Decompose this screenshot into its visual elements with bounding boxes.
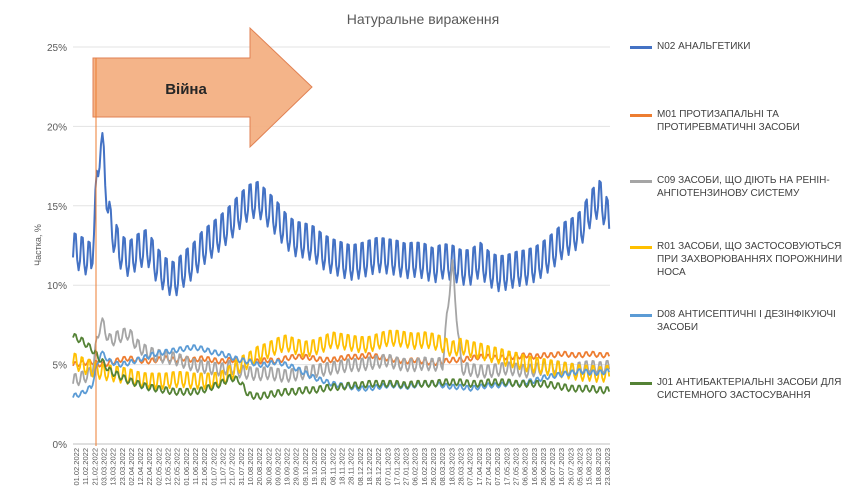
legend-label-n02: N02 АНАЛЬГЕТИКИ	[657, 41, 751, 52]
x-tick-label: 30.08.2022	[264, 448, 273, 486]
legend-label-r01: R01 ЗАСОБИ, ЩО ЗАСТОСОВУЮТЬСЯ ПРИ ЗАХВОР…	[657, 241, 843, 278]
x-tick-label: 22.04.2022	[145, 448, 154, 486]
y-tick-label: 15%	[47, 202, 67, 213]
x-tick-label: 07.04.2023	[466, 448, 475, 486]
x-tick-label: 18.03.2023	[447, 448, 456, 486]
x-tick-label: 23.03.2022	[118, 448, 127, 486]
x-tick-labels: 01.02.2022 11.02.2022 21.02.2022 03.03.2022…	[72, 448, 612, 486]
x-tick-label: 02.05.2022	[154, 448, 163, 486]
series-line	[72, 259, 611, 387]
y-tick-labels: 0% 5% 10% 15% 20% 25%	[47, 43, 67, 451]
x-tick-label: 12.05.2022	[164, 448, 173, 486]
legend-label-j01: J01 АНТИБАКТЕРІАЛЬНІ ЗАСОБИ ДЛЯ СИСТЕМНО…	[657, 377, 842, 401]
legend-swatch-n02	[630, 46, 652, 49]
x-tick-label: 19.09.2022	[283, 448, 292, 486]
x-tick-label: 21.07.2022	[228, 448, 237, 486]
x-tick-label: 08.12.2022	[356, 448, 365, 486]
x-tick-label: 03.03.2022	[99, 448, 108, 486]
x-tick-label: 10.08.2022	[246, 448, 255, 486]
war-annotation: Війна	[92, 26, 313, 446]
legend-swatch-m01	[630, 114, 652, 117]
y-tick-label: 25%	[47, 43, 67, 54]
x-tick-label: 23.08.2023	[603, 448, 612, 486]
x-tick-label: 09.09.2022	[273, 448, 282, 486]
x-tick-label: 17.05.2023	[502, 448, 511, 486]
x-tick-label: 06.07.2023	[548, 448, 557, 486]
x-tick-label: 27.01.2023	[402, 448, 411, 486]
series-line	[72, 333, 611, 401]
x-tick-label: 16.06.2023	[530, 448, 539, 486]
x-tick-label: 08.03.2023	[438, 448, 447, 486]
x-tick-label: 16.07.2023	[557, 448, 566, 486]
x-tick-label: 12.04.2022	[136, 448, 145, 486]
x-tick-label: 26.07.2023	[566, 448, 575, 486]
series-line	[72, 132, 611, 297]
x-tick-label: 19.10.2022	[310, 448, 319, 486]
legend-label-c09: C09 ЗАСОБИ, ЩО ДІЮТЬ НА РЕНІН-АНГІОТЕНЗИ…	[657, 175, 830, 199]
y-tick-label: 20%	[47, 122, 67, 133]
x-tick-label: 18.11.2022	[338, 448, 347, 485]
y-axis-label: Частка, %	[33, 224, 43, 266]
x-tick-label: 11.07.2022	[218, 448, 227, 485]
x-tick-label: 01.02.2022	[72, 448, 81, 486]
x-tick-label: 27.04.2023	[484, 448, 493, 486]
x-tick-label: 21.02.2022	[90, 448, 99, 486]
x-tick-label: 16.02.2023	[420, 448, 429, 486]
x-tick-label: 05.08.2023	[576, 448, 585, 486]
x-tick-label: 29.10.2022	[319, 448, 328, 486]
series-lines	[72, 132, 611, 401]
war-label: Війна	[165, 81, 207, 98]
x-tick-label: 28.12.2022	[374, 448, 383, 486]
x-tick-label: 31.07.2022	[237, 448, 246, 486]
x-tick-label: 07.01.2023	[383, 448, 392, 486]
y-tick-label: 0%	[53, 440, 68, 451]
x-tick-label: 26.02.2023	[429, 448, 438, 486]
chart-title: Натуральне вираження	[347, 11, 499, 27]
x-tick-label: 11.06.2022	[191, 448, 200, 485]
legend-swatch-c09	[630, 180, 652, 183]
x-tick-label: 18.08.2023	[594, 448, 603, 486]
legend-label-m01: M01 ПРОТИЗАПАЛЬНІ ТА ПРОТИРЕВМАТИЧНІ ЗАС…	[657, 109, 800, 133]
x-tick-label: 28.11.2022	[347, 448, 356, 485]
y-tick-label: 5%	[53, 361, 68, 372]
x-tick-label: 08.11.2022	[328, 448, 337, 485]
x-tick-label: 15.08.2023	[585, 448, 594, 486]
x-tick-label: 27.05.2023	[511, 448, 520, 486]
x-tick-label: 18.12.2022	[365, 448, 374, 486]
legend-swatch-j01	[630, 382, 652, 385]
x-tick-label: 11.02.2022	[81, 448, 90, 485]
x-tick-label: 21.06.2022	[200, 448, 209, 486]
series-line	[72, 329, 611, 390]
x-tick-label: 20.08.2022	[255, 448, 264, 486]
war-arrow	[92, 26, 313, 149]
x-tick-label: 13.03.2022	[109, 448, 118, 486]
legend-swatch-r01	[630, 246, 652, 249]
x-tick-label: 06.06.2023	[521, 448, 530, 486]
x-tick-label: 28.03.2023	[457, 448, 466, 486]
y-tick-label: 10%	[47, 281, 67, 292]
x-tick-label: 06.02.2023	[411, 448, 420, 486]
x-tick-label: 09.10.2022	[301, 448, 310, 486]
x-tick-label: 07.05.2023	[493, 448, 502, 486]
x-tick-label: 26.06.2023	[539, 448, 548, 486]
legend-label-d08: D08 АНТИСЕПТИЧНІ І ДЕЗІНФІКУЮЧІ ЗАСОБИ	[657, 309, 836, 333]
x-tick-label: 17.01.2023	[392, 448, 401, 486]
x-tick-label: 29.09.2022	[292, 448, 301, 486]
x-tick-label: 01.06.2022	[182, 448, 191, 486]
x-tick-label: 02.04.2022	[127, 448, 136, 486]
legend-swatch-d08	[630, 314, 652, 317]
x-tick-label: 22.05.2022	[173, 448, 182, 486]
x-tick-label: 01.07.2022	[209, 448, 218, 486]
x-tick-label: 17.04.2023	[475, 448, 484, 486]
